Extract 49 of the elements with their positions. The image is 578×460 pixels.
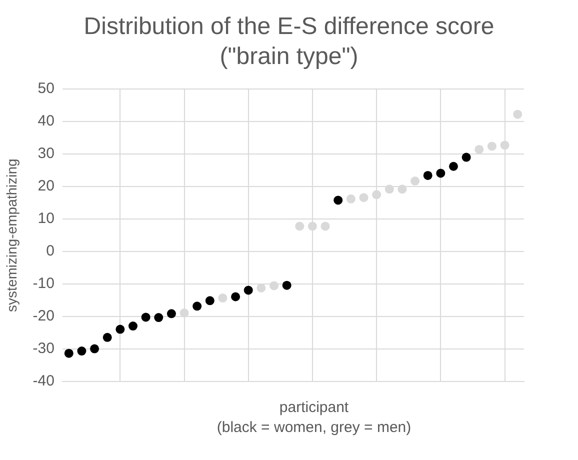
- point: [487, 142, 496, 151]
- point: [154, 313, 164, 322]
- point: [90, 344, 100, 354]
- point: [116, 324, 125, 334]
- point: [244, 286, 253, 295]
- y-tick-label: -20: [32, 308, 54, 325]
- point: [205, 296, 214, 306]
- point: [270, 281, 279, 290]
- chart-title: Distribution of the E-S difference score ("brain type"): [82, 12, 496, 72]
- point: [346, 194, 356, 204]
- point: [308, 222, 317, 231]
- point: [410, 176, 420, 186]
- point: [320, 222, 330, 231]
- point: [474, 144, 484, 154]
- y-tick-label: -40: [32, 372, 54, 390]
- y-tick-label: 40: [38, 112, 54, 130]
- point: [77, 346, 86, 356]
- point: [295, 222, 304, 231]
- point: [448, 162, 458, 171]
- y-tick-label: -30: [32, 340, 54, 358]
- point: [513, 110, 522, 119]
- y-tick-label: -10: [32, 275, 54, 292]
- y-axis-title: systemizing-empathizing: [3, 158, 20, 312]
- point: [423, 170, 432, 180]
- point: [166, 309, 176, 318]
- point: [436, 168, 446, 178]
- point: [359, 193, 368, 202]
- point: [128, 322, 138, 331]
- point: [64, 348, 74, 358]
- point: [372, 190, 382, 200]
- point: [141, 312, 150, 322]
- point: [500, 140, 510, 150]
- x-axis-title: participant: [278, 398, 350, 418]
- point: [192, 302, 202, 311]
- point: [334, 196, 343, 205]
- point: [231, 292, 240, 302]
- point: [282, 280, 292, 290]
- point: [102, 332, 112, 342]
- y-tick-label: 50: [38, 80, 54, 98]
- y-tick-label: 10: [38, 210, 54, 228]
- point: [218, 294, 228, 303]
- text: (black = women, grey = men): [216, 418, 412, 438]
- y-tick-label: 30: [38, 145, 54, 162]
- point: [384, 184, 394, 194]
- point: [462, 152, 471, 162]
- point: [180, 308, 189, 318]
- y-tick-label: 0: [46, 242, 54, 260]
- y-tick-label: 20: [38, 178, 54, 195]
- point: [398, 184, 407, 194]
